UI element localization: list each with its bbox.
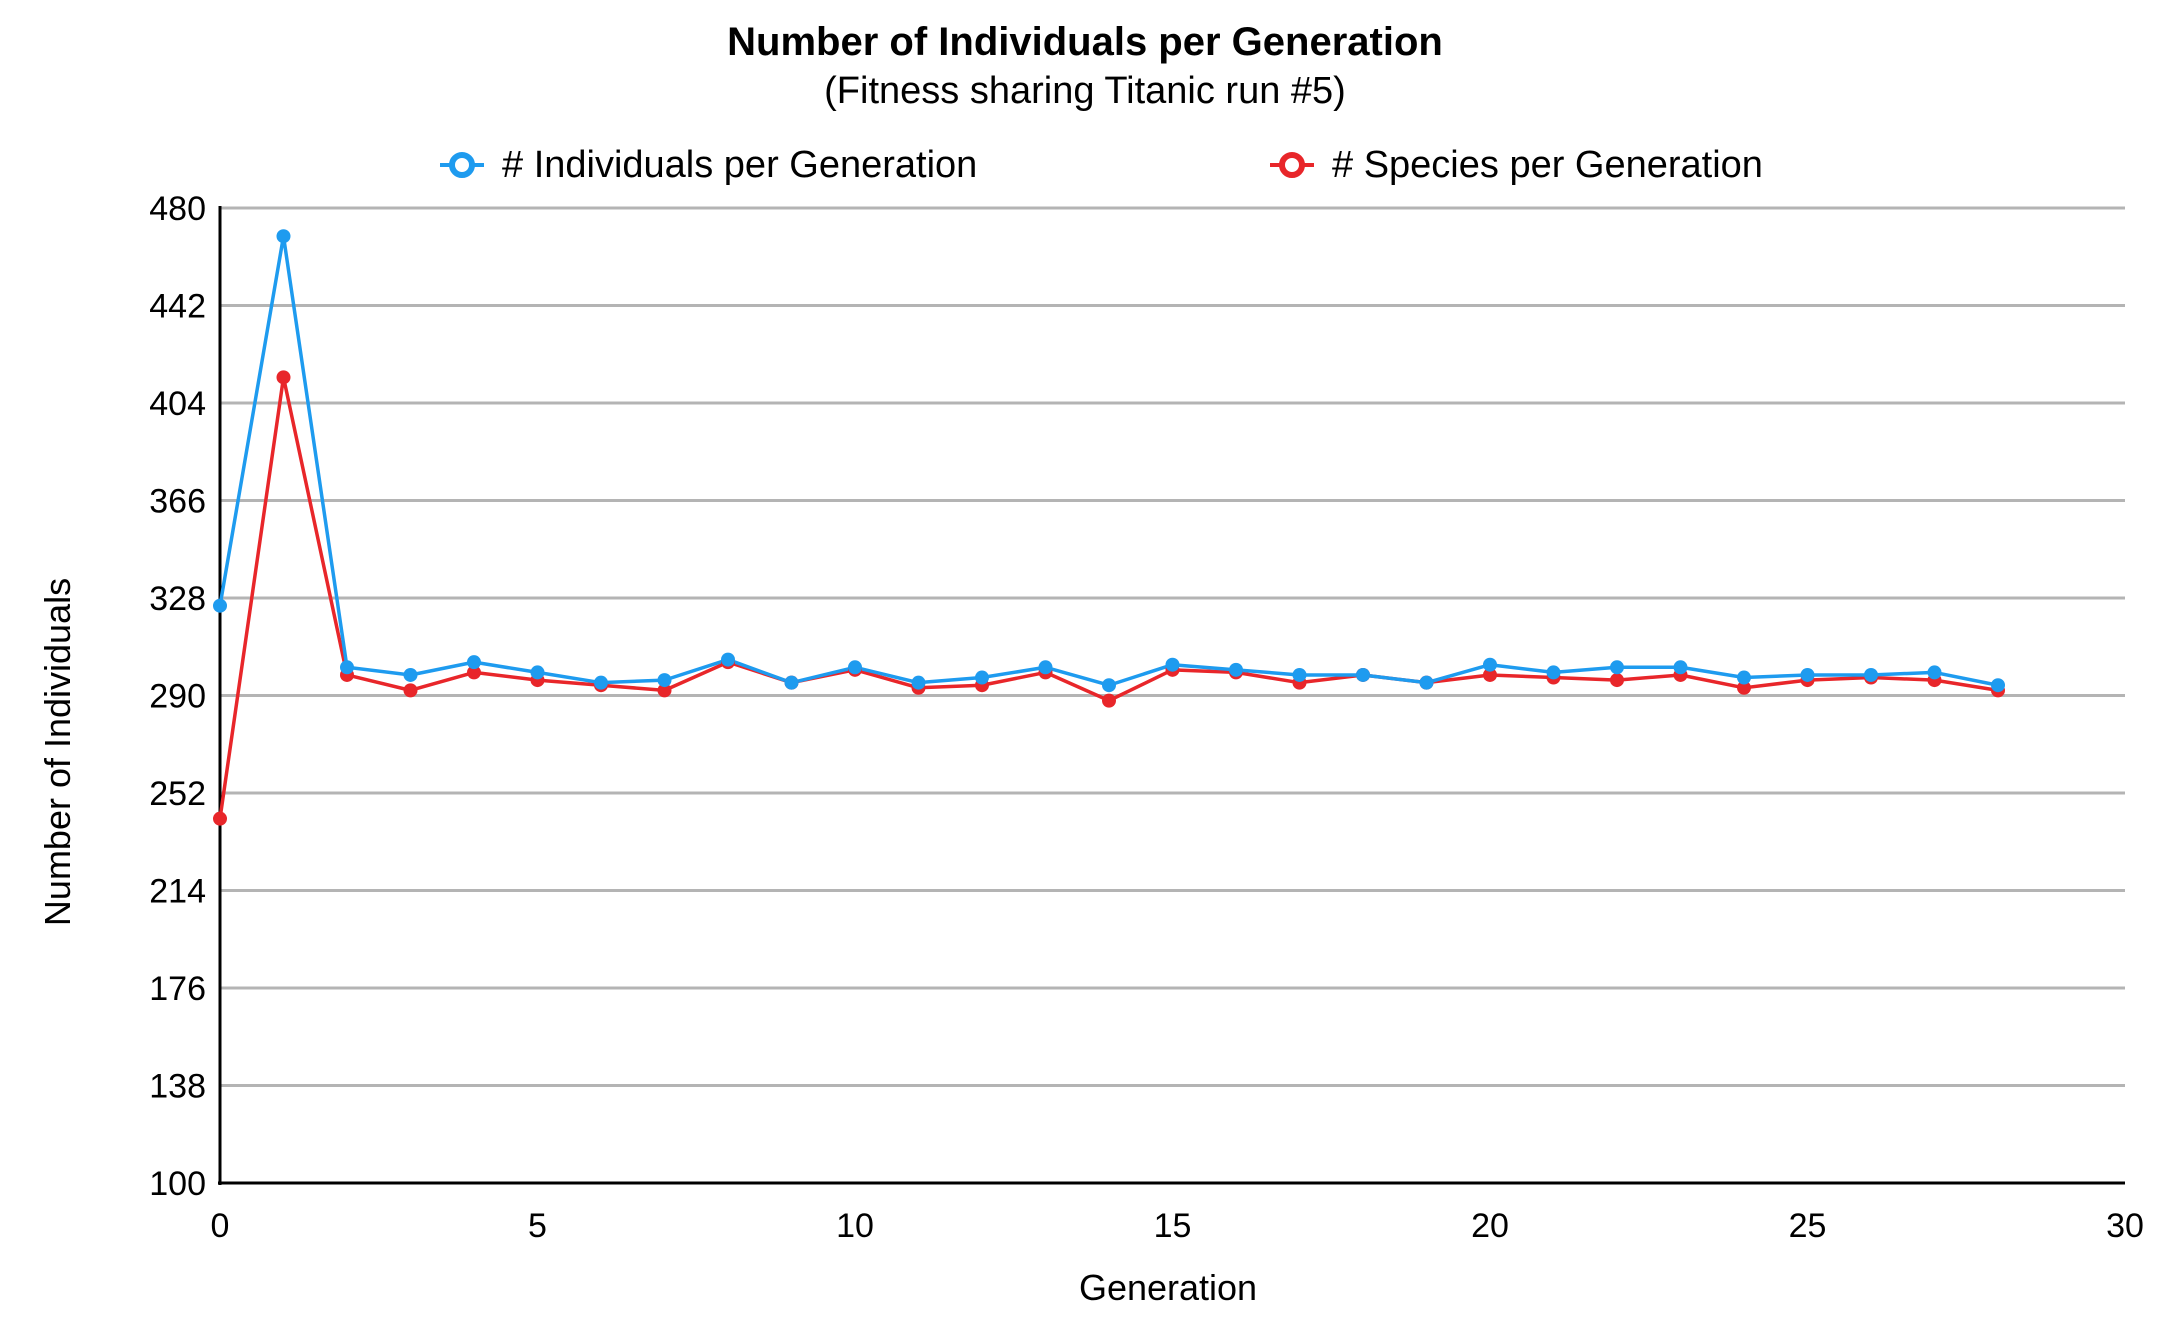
point-s0-x7 [657,673,672,688]
point-s0-x23 [1673,660,1688,675]
point-s0-x5 [530,665,545,680]
chart-title: Number of Individuals per Generation [727,20,1443,64]
y-tick-404: 404 [149,385,206,423]
point-s1-x4 [467,665,481,680]
point-s0-x8 [721,652,735,667]
point-s0-x15 [1165,657,1180,672]
series-points [213,229,2005,826]
x-tick-25: 25 [1789,1207,1827,1245]
point-s1-x7 [657,683,672,698]
point-s0-x13 [1038,660,1053,675]
y-tick-328: 328 [149,580,206,618]
legend-label-species: # Species per Generation [1332,143,1763,186]
y-tick-100: 100 [149,1165,206,1203]
point-s0-x9 [784,675,799,690]
legend-item-individuals: # Individuals per Generation [440,140,977,190]
legend-marker-individuals-icon [440,152,484,178]
point-s1-x1 [276,370,291,385]
point-s0-x4 [467,655,481,670]
legend-marker-species-icon [1270,152,1314,178]
point-s0-x18 [1356,667,1370,682]
point-s1-x20 [1483,667,1497,682]
y-tick-176: 176 [149,970,206,1008]
point-s0-x2 [340,660,354,675]
point-s1-x22 [1610,673,1624,688]
point-s0-x3 [403,667,418,682]
y-tick-366: 366 [149,483,206,521]
point-s0-x17 [1292,667,1307,682]
point-s1-x14 [1102,693,1116,708]
x-tick-0: 0 [211,1207,230,1245]
y-tick-252: 252 [149,775,206,813]
y-tick-214: 214 [149,873,206,911]
point-s1-x0 [213,811,227,826]
series-lines [218,234,1999,819]
y-tick-442: 442 [149,288,206,326]
point-s0-x26 [1864,667,1878,682]
point-s0-x16 [1229,662,1243,677]
point-s0-x27 [1927,665,1942,680]
point-s1-x24 [1737,680,1751,695]
y-tick-480: 480 [149,190,206,228]
y-axis-title: Number of Individuals [37,578,78,926]
point-s0-x12 [975,670,989,685]
series-line-0 [218,234,1999,687]
x-tick-labels: 0 5 10 15 20 25 30 [211,1207,2144,1245]
y-tick-138: 138 [149,1068,206,1106]
y-tick-labels: 100 138 176 214 252 290 328 366 404 442 480 [149,190,206,1203]
axes [218,206,2125,1185]
x-axis-title: Generation [1079,1267,1257,1308]
legend-item-species: # Species per Generation [1270,140,1763,190]
legend-label-individuals: # Individuals per Generation [502,143,978,186]
point-s0-x21 [1546,665,1561,680]
x-tick-30: 30 [2106,1207,2144,1245]
point-s0-x11 [911,675,926,690]
legend: # Individuals per Generation # Species p… [0,140,2170,190]
x-tick-15: 15 [1154,1207,1192,1245]
point-s0-x1 [276,229,291,244]
point-s0-x25 [1800,667,1815,682]
point-s0-x20 [1483,657,1497,672]
point-s1-x3 [403,683,418,698]
point-s0-x6 [594,675,608,690]
y-tick-290: 290 [149,678,206,716]
point-s0-x24 [1737,670,1751,685]
point-s0-x10 [848,660,862,675]
x-tick-20: 20 [1471,1207,1509,1245]
point-s0-x19 [1419,675,1434,690]
point-s0-x14 [1102,678,1116,693]
point-s0-x28 [1991,678,2005,693]
point-s0-x22 [1610,660,1624,675]
x-tick-10: 10 [836,1207,874,1245]
chart-subtitle: (Fitness sharing Titanic run #5) [824,70,1346,112]
x-tick-5: 5 [528,1207,547,1245]
gridlines [220,206,2125,1087]
point-s0-x0 [213,598,227,613]
